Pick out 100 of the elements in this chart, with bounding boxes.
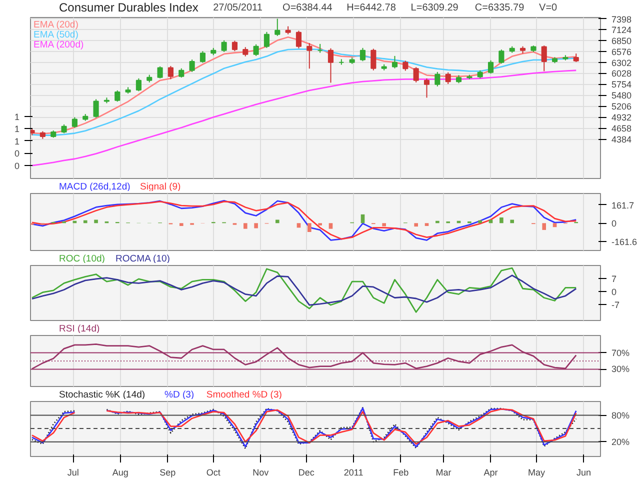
candlestick [402, 60, 408, 72]
candlestick [178, 68, 184, 78]
candlestick [136, 78, 142, 92]
bar [275, 220, 280, 224]
x-tick-label: Aug [112, 468, 128, 478]
candlestick [296, 30, 302, 49]
x-tick-label: Mar [436, 468, 452, 478]
bar [488, 220, 493, 224]
bar [436, 220, 440, 224]
y-tick-label: 0 [612, 287, 617, 298]
x-tick-label: 2011 [344, 468, 364, 478]
candlestick [253, 44, 259, 56]
bar [296, 223, 301, 228]
candlestick [157, 66, 163, 79]
y-tick-label: 20% [612, 436, 630, 447]
bar [500, 217, 504, 224]
candlestick [445, 72, 451, 84]
bar [478, 220, 482, 224]
y-tick-label: 7 [612, 274, 617, 284]
candlestick [434, 71, 440, 87]
category-label: 1 [14, 124, 20, 134]
y-tick-label: 70% [612, 348, 630, 358]
y-tick-label: 6302 [612, 58, 632, 68]
x-tick-label: Nov [252, 468, 270, 478]
text: H=6442.78 [346, 2, 396, 14]
candlestick [221, 40, 227, 52]
candlestick [200, 50, 206, 64]
bar [542, 223, 546, 230]
bar [243, 223, 248, 229]
y-tick-label: -161.6 [612, 236, 638, 247]
bar [328, 223, 333, 229]
x-tick-label: Oct [206, 468, 221, 478]
candlestick [541, 45, 547, 72]
y-tick-label: 7124 [612, 24, 632, 35]
category-label: 0 [14, 160, 20, 171]
y-tick-label: 6850 [612, 36, 632, 46]
candlestick [189, 59, 195, 72]
candlestick [242, 46, 248, 57]
candlestick [274, 18, 280, 36]
text: EMA (50d) [34, 29, 78, 40]
line-series [31, 267, 577, 313]
text: 27/05/2011 [213, 2, 263, 14]
candlestick [488, 60, 494, 74]
y-tick-label: 6576 [612, 46, 632, 57]
y-tick-label: 7398 [612, 14, 632, 24]
y-tick-label: 0 [612, 218, 617, 229]
candlestick [498, 49, 504, 64]
bar [179, 223, 184, 226]
x-tick-label: Dec [298, 468, 315, 478]
category-label: 1 [14, 136, 20, 146]
text: C=6335.79 [474, 2, 525, 14]
text: EMA (200d) [34, 39, 84, 50]
bar [510, 220, 514, 224]
candlestick [93, 98, 99, 118]
y-tick-label: 6028 [612, 68, 632, 79]
x-tick-label: Feb [393, 468, 409, 478]
candlestick [360, 47, 366, 62]
category-label: 0 [14, 148, 20, 159]
candlestick [72, 116, 78, 128]
category-label: 1 [14, 112, 20, 122]
text: V=0 [539, 2, 558, 14]
candlestick [328, 48, 334, 84]
bar [308, 223, 312, 232]
bar [414, 223, 418, 227]
line-series [31, 274, 577, 306]
chart-title: Consumer Durables Index [59, 0, 198, 14]
candlestick [168, 65, 174, 80]
y-tick-label: 5754 [612, 80, 632, 90]
text: EMA (20d) [34, 19, 78, 30]
y-tick-label: 5206 [612, 102, 632, 112]
bar [382, 223, 386, 226]
bar [83, 220, 88, 224]
y-tick-label: 4932 [612, 112, 632, 123]
candlestick [264, 31, 270, 48]
bar [552, 223, 557, 228]
bar [424, 223, 429, 226]
text: L=6309.29 [410, 2, 459, 14]
y-tick-label: 5480 [612, 90, 632, 101]
candlestick [392, 55, 398, 69]
x-tick-label: Sep [160, 468, 176, 478]
y-tick-label: 4658 [612, 124, 632, 134]
bar [254, 223, 258, 228]
y-tick-label: -7 [612, 300, 620, 310]
candlestick [413, 66, 419, 83]
x-tick-label: Apr [484, 468, 498, 478]
x-tick-label: May [528, 468, 546, 478]
y-tick-label: 30% [612, 364, 630, 374]
text: O=6384.44 [282, 2, 333, 14]
y-tick-label: 161.7 [612, 200, 634, 210]
x-tick-label: Jul [67, 468, 79, 478]
candlestick [424, 78, 430, 98]
y-tick-label: 4384 [612, 134, 632, 145]
x-tick-label: Jun [576, 468, 591, 478]
y-tick-label: 80% [612, 410, 630, 420]
candlestick [232, 40, 238, 52]
candlestick [114, 90, 120, 102]
candlestick [306, 42, 312, 70]
candlestick [370, 48, 376, 71]
bar [94, 220, 98, 224]
candlestick [338, 58, 344, 66]
